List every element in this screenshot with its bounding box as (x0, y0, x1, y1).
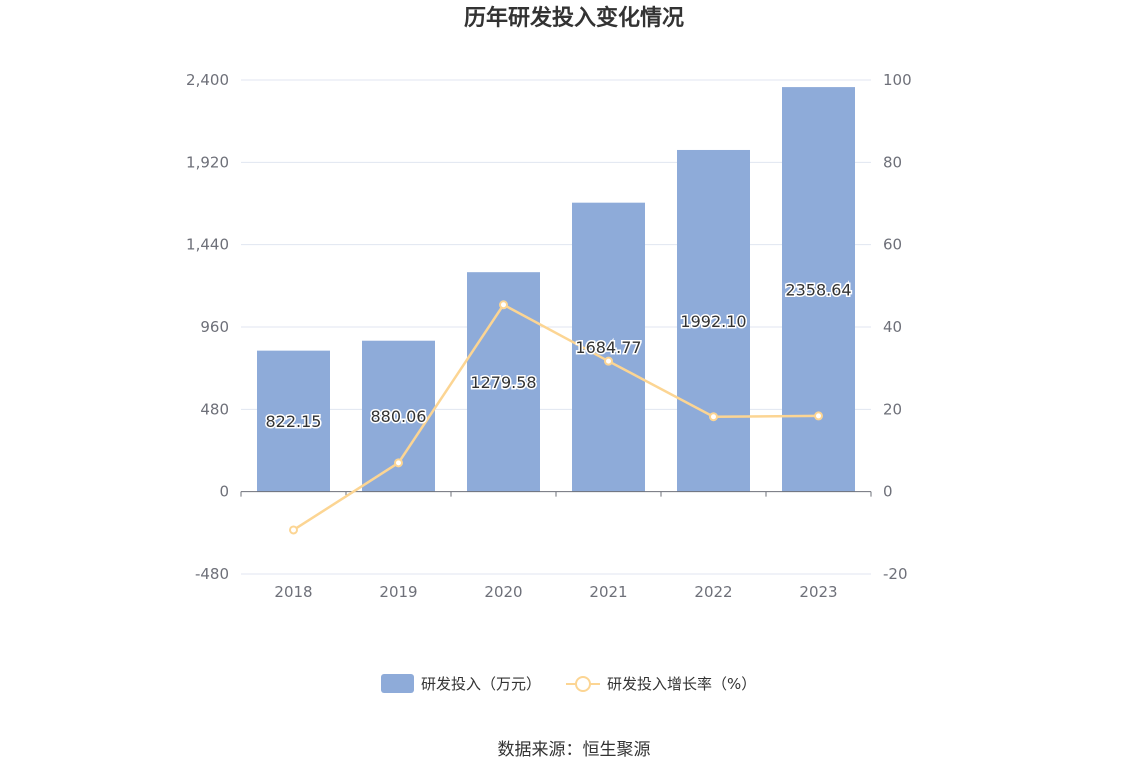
line-point[interactable] (499, 300, 508, 310)
line-point[interactable] (709, 412, 718, 422)
y-left-tick-label: 2,400 (186, 71, 229, 89)
legend-item-line[interactable]: 研发投入增长率（%） (566, 675, 756, 693)
x-axis: 2018 2019 2020 2021 2022 2023 (240, 491, 872, 601)
y-left-tick-label: 1,920 (186, 153, 229, 171)
y-right-tick-label: 0 (883, 483, 893, 501)
y-right-tick-label: 80 (883, 153, 902, 171)
legend-item-bar[interactable]: 研发投入（万元） (381, 674, 541, 693)
line-point[interactable] (814, 411, 823, 421)
x-tick-label: 2019 (379, 583, 417, 601)
x-tick-label: 2022 (694, 583, 732, 601)
bar-series (257, 87, 855, 492)
line-series (289, 300, 823, 535)
bar[interactable] (782, 87, 855, 492)
y-left-tick-label: 480 (200, 400, 229, 418)
y-right-tick-label: 20 (883, 400, 902, 418)
line-point[interactable] (289, 525, 298, 535)
y-right-tick-label: 40 (883, 318, 902, 336)
x-tick-label: 2021 (589, 583, 627, 601)
data-source: 数据来源：恒生聚源 (498, 740, 651, 760)
line-point[interactable] (394, 458, 403, 468)
y-left-tick-label: 0 (219, 483, 229, 501)
line-point[interactable] (604, 356, 613, 366)
y-left-tick-label: 1,440 (186, 236, 229, 254)
bar-value-label: 2358.64 (785, 280, 851, 299)
x-tick-label: 2018 (274, 583, 312, 601)
legend-line-marker (575, 676, 591, 692)
growth-line (292, 303, 819, 532)
legend-bar-label: 研发投入（万元） (421, 675, 541, 693)
grid (241, 79, 871, 575)
legend[interactable]: 研发投入（万元） 研发投入增长率（%） (381, 674, 756, 693)
y-right-tick-label: 60 (883, 236, 902, 254)
legend-bar-swatch (381, 674, 414, 693)
bar-value-label: 1992.10 (680, 312, 746, 331)
bar-labels: 822.15 880.06 1279.58 1684.77 1992.10 2358.64 (264, 279, 853, 433)
x-tick-label: 2023 (799, 583, 837, 601)
y-axis-right: 100 80 60 40 20 0 -20 (883, 71, 912, 583)
y-axis-left: 2,400 1,920 1,440 960 480 0 -480 (186, 71, 229, 583)
bar-value-label: 1684.77 (575, 338, 641, 357)
y-right-tick-label: 100 (883, 71, 912, 89)
bar[interactable] (257, 350, 330, 492)
bar[interactable] (677, 149, 750, 492)
y-left-tick-label: -480 (195, 565, 229, 583)
bar-value-label: 822.15 (266, 412, 322, 431)
y-right-tick-label: -20 (883, 565, 908, 583)
bar-value-label: 1279.58 (470, 373, 536, 392)
bar-value-label: 880.06 (371, 407, 427, 426)
y-left-tick-label: 960 (200, 318, 229, 336)
legend-line-label: 研发投入增长率（%） (607, 675, 756, 693)
x-tick-label: 2020 (484, 583, 522, 601)
chart-title: 历年研发投入变化情况 (464, 5, 684, 31)
